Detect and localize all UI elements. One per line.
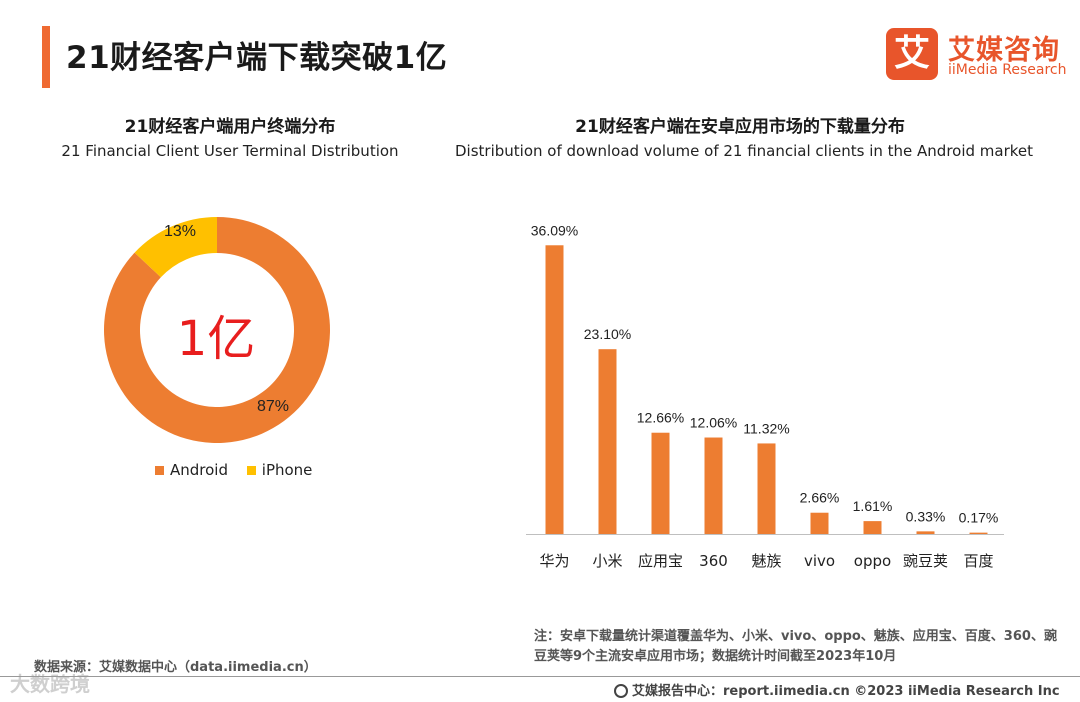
bar-category-label: oppo	[854, 552, 891, 570]
legend-swatch-android	[155, 466, 164, 475]
legend-swatch-iphone	[246, 466, 256, 475]
bar-category-label: 豌豆荚	[903, 552, 948, 570]
legend-label-iphone: iPhone	[261, 461, 313, 479]
bar-category-label: 魅族	[751, 552, 781, 570]
bar-4	[757, 443, 776, 534]
bar-7	[916, 531, 935, 534]
globe-icon	[614, 684, 628, 698]
bar-3	[704, 437, 723, 534]
page-title: 21财经客户端下载突破1亿	[66, 40, 448, 76]
bar-6	[863, 521, 882, 534]
donut-slice-iphone	[134, 217, 217, 278]
donut-label-android: 87%	[257, 398, 289, 415]
bar-value-label: 36.09%	[531, 222, 578, 238]
bar-value-label: 1.61%	[853, 498, 893, 514]
legend-item-iphone: iPhone	[246, 461, 313, 479]
footer: 艾媒报告中心：report.iimedia.cn ©2023 iiMedia R…	[614, 680, 1060, 699]
bar-value-label: 2.66%	[800, 490, 840, 506]
logo-text-en: iiMedia Research	[948, 62, 1067, 78]
title-accent-bar	[42, 26, 50, 88]
bar-2	[651, 432, 670, 534]
bar-1	[598, 349, 617, 534]
bar-value-label: 0.17%	[959, 510, 999, 526]
bar-8	[969, 532, 988, 534]
bar-5	[810, 512, 829, 534]
donut-title-cn: 21财经客户端用户终端分布	[124, 117, 336, 137]
donut-slice-android	[103, 217, 331, 443]
bar-category-label: 百度	[963, 552, 993, 570]
bar-value-label: 23.10%	[584, 326, 631, 342]
footnote: 注：安卓下载量统计渠道覆盖华为、小米、vivo、oppo、魅族、应用宝、百度、3…	[534, 629, 1057, 664]
footer-text: 艾媒报告中心：report.iimedia.cn ©2023 iiMedia R…	[632, 684, 1060, 699]
bar-category-label: 360	[699, 552, 728, 570]
bar-0	[545, 245, 564, 534]
footer-divider	[0, 676, 1080, 677]
bar-title-cn: 21财经客户端在安卓应用市场的下载量分布	[575, 117, 905, 137]
donut-title-en: 21 Financial Client User Terminal Distri…	[61, 142, 399, 160]
donut-center-label: 1亿	[177, 311, 256, 367]
bar-category-label: 应用宝	[638, 552, 683, 570]
bar-category-label: 华为	[539, 552, 569, 570]
donut-legend: Android iPhone	[155, 461, 326, 479]
donut-label-iphone: 13%	[164, 223, 196, 240]
iimedia-logo: 艾 艾媒咨询 iiMedia Research	[886, 28, 1067, 84]
data-source: 数据来源：艾媒数据中心（data.iimedia.cn）	[34, 660, 317, 675]
logo-mark: 艾	[886, 28, 938, 80]
bar-category-label: vivo	[804, 552, 835, 570]
bar-title-en: Distribution of download volume of 21 fi…	[455, 142, 1034, 160]
bar-value-label: 0.33%	[906, 508, 946, 524]
legend-label-android: Android	[170, 461, 228, 479]
legend-item-android: Android	[155, 461, 228, 479]
watermark: 大数跨境	[10, 672, 90, 696]
bar-value-label: 12.06%	[690, 415, 737, 431]
bar-value-label: 11.32%	[743, 420, 789, 436]
logo-text-cn: 艾媒咨询	[948, 35, 1060, 66]
bar-category-label: 小米	[592, 552, 622, 570]
bar-value-label: 12.66%	[637, 410, 684, 426]
